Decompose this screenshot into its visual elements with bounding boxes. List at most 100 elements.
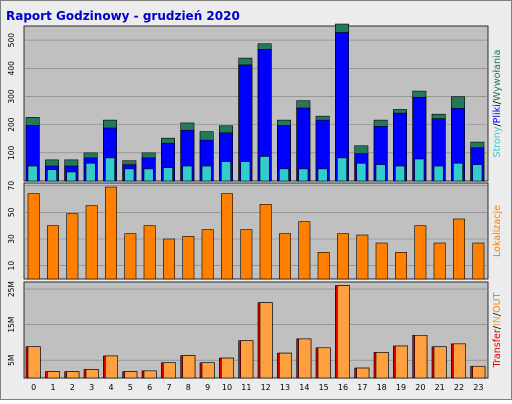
y-tick-label: 15M [7,317,16,333]
plot-area [23,25,489,182]
bar-pages [433,165,444,182]
bar-pages [85,162,96,182]
chart-title: Raport Godzinowy - grudzień 2020 [6,9,240,23]
bar-pages [472,164,483,182]
bar-out [298,338,312,379]
y-tick-label: 300 [7,89,16,104]
bar-pages [27,165,38,182]
bar-pages [143,168,154,182]
y-axis-label-part: Wywołania [492,50,503,101]
x-tick-label: 21 [435,383,445,392]
x-tick-label: 16 [338,383,348,392]
bar-visits [433,242,446,280]
x-tick-label: 22 [454,383,464,392]
bar-out [163,362,176,379]
bar-pages [182,165,193,182]
plot-area [23,281,489,379]
x-tick-label: 11 [241,383,251,392]
bar-out [375,352,389,379]
x-tick-label: 4 [108,383,113,392]
bar-visits [298,221,311,280]
bar-out [85,369,99,379]
x-tick-label: 6 [147,383,152,392]
x-tick-label: 13 [280,383,290,392]
bar-visits [66,213,79,280]
bar-pages [221,161,231,182]
bar-out [395,345,408,379]
bar-pages [375,164,386,182]
y-tick-label: 30 [7,234,16,244]
bar-visits [259,204,272,280]
bar-pages [124,168,135,182]
bar-visits [375,242,388,280]
bar-pages [337,157,347,182]
bar-out [124,371,138,379]
bar-out [221,357,234,379]
bar-out [279,352,292,379]
bar-pages [395,165,405,182]
bar-visits [453,218,465,280]
y-tick-label: 70 [7,181,16,191]
y-axis-label: Strony/Pliki/Wywołania [492,50,503,158]
x-tick-label: 0 [31,383,36,392]
bar-out [317,347,331,379]
bar-visits [143,225,156,280]
bar-visits [47,225,59,280]
bar-visits [472,242,485,280]
bar-pages [317,168,328,182]
bar-visits [182,236,195,280]
bar-pages [453,162,463,182]
x-tick-label: 23 [473,383,483,392]
x-tick-label: 18 [377,383,387,392]
bar-visits [221,193,233,280]
bar-out [337,285,350,379]
bar-out [356,367,370,379]
bar-out [433,346,447,379]
y-axis-label-part: / [492,325,503,329]
bar-visits [414,225,427,280]
x-tick-label: 15 [319,383,329,392]
y-tick-label: 5M [7,355,16,366]
bar-out [201,362,215,379]
bar-out [240,340,254,379]
bar-visits [337,233,349,280]
bar-visits [85,205,98,280]
x-tick-label: 5 [128,383,133,392]
bar-out [27,346,41,379]
bar-pages [105,157,115,182]
bar-pages [414,158,425,182]
bar-out [105,355,118,379]
x-tick-label: 8 [186,383,191,392]
bar-out [414,335,428,379]
y-tick-label: 10 [7,261,16,271]
bar-visits [279,233,291,280]
bar-visits [163,238,175,280]
bar-visits [27,193,40,280]
y-axis-label-part: / [492,123,503,127]
y-tick-label: 50 [7,207,16,217]
bar-out [453,343,466,379]
y-tick-label: 500 [7,33,16,48]
bar-visits [124,233,137,280]
x-tick-label: 17 [357,383,367,392]
x-tick-label: 19 [396,383,406,392]
y-tick-label: 200 [7,117,16,132]
x-tick-label: 10 [222,383,232,392]
x-tick-label: 2 [70,383,75,392]
y-axis-label-part: IN [492,316,503,326]
plot-area [23,182,489,280]
bar-pages [279,168,289,182]
bar-out [472,365,486,379]
bar-visits [201,229,214,280]
y-tick-label: 400 [7,61,16,76]
bar-pages [201,165,212,182]
y-axis-label: Lokalizacje [492,205,503,257]
y-axis-label-part: Strony [492,126,503,157]
bar-out [143,370,157,379]
x-tick-label: 1 [50,383,55,392]
bar-visits [356,234,369,280]
bar-pages [66,171,77,182]
y-axis-label-part: Transfer [492,329,503,368]
